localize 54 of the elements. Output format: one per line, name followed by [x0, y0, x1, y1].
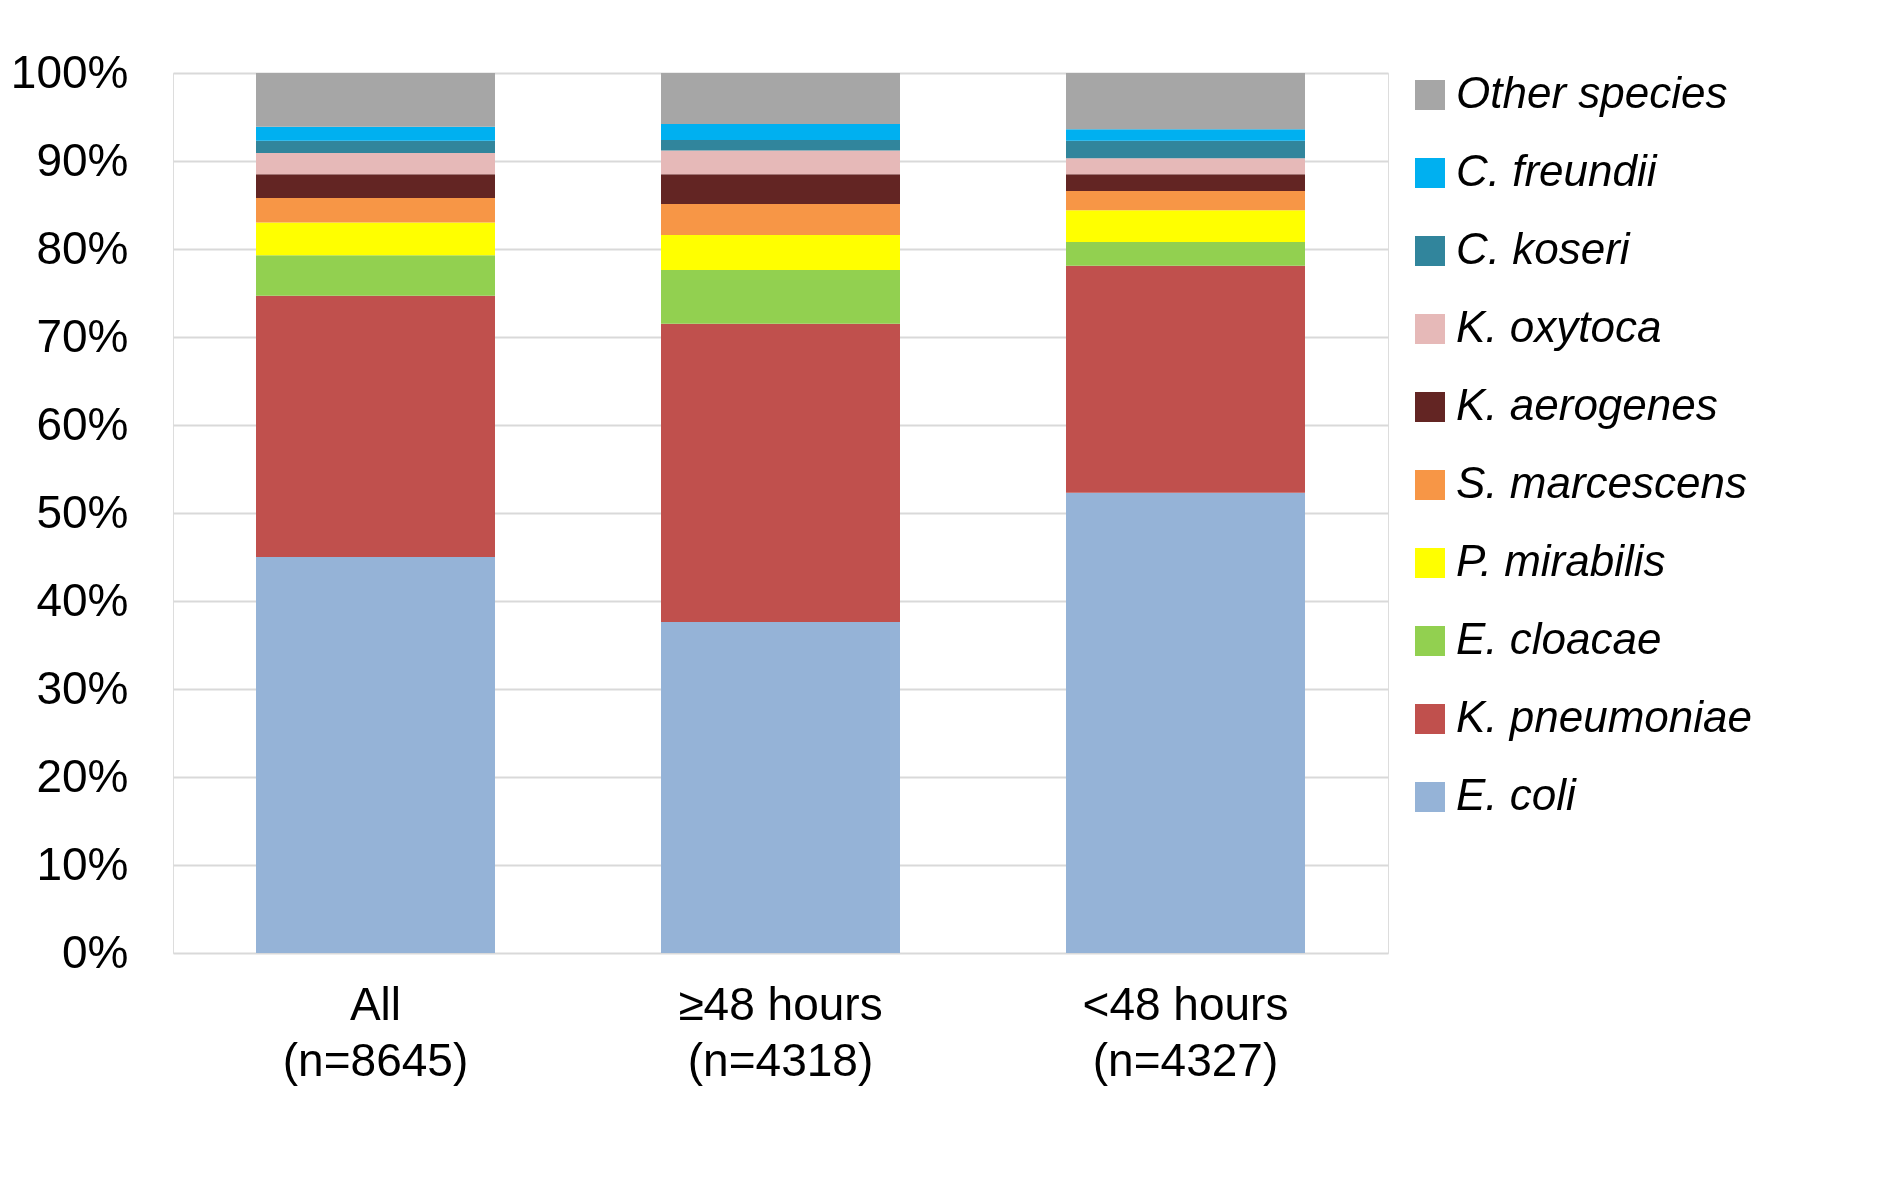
x-tick-label: ≥48 hours (n=4318) — [678, 977, 883, 1086]
bar — [256, 140, 495, 154]
y-tick-label: 40% — [36, 573, 129, 626]
bar — [1066, 492, 1305, 953]
y-tick-label: 30% — [36, 661, 129, 714]
bar — [256, 197, 495, 223]
bar — [661, 323, 900, 623]
y-tick-label: 70% — [36, 309, 129, 362]
legend-label: K. pneumoniae — [1456, 692, 1752, 741]
bar — [256, 557, 495, 953]
bar — [1066, 241, 1305, 266]
y-tick-label: 100% — [10, 45, 129, 98]
y-tick-label: 20% — [36, 749, 129, 802]
bar — [661, 124, 900, 140]
bar — [1066, 129, 1305, 141]
bar — [1066, 73, 1305, 130]
y-tick-label: 90% — [36, 133, 129, 186]
bar — [661, 139, 900, 151]
bar — [661, 73, 900, 125]
x-tick-label: <48 hours (n=4327) — [1082, 977, 1289, 1086]
bar — [661, 622, 900, 953]
bar — [661, 204, 900, 235]
legend-label: S. marcescens — [1456, 458, 1747, 507]
y-tick-label: 10% — [36, 837, 129, 890]
bar — [661, 270, 900, 324]
legend-label: C. freundii — [1456, 146, 1658, 195]
bar — [256, 73, 495, 127]
x-tick-label: All (n=8645) — [282, 977, 469, 1086]
legend-label: K. aerogenes — [1456, 380, 1718, 429]
bar — [1066, 174, 1305, 191]
bar — [1066, 158, 1305, 175]
legend-label: K. oxytoca — [1456, 302, 1662, 351]
y-tick-label: 60% — [36, 397, 129, 450]
bar — [256, 295, 495, 557]
bar — [256, 126, 495, 141]
bar — [661, 234, 900, 271]
bar — [1066, 210, 1305, 242]
bar — [661, 150, 900, 175]
bar — [1066, 140, 1305, 159]
y-tick-label: 80% — [36, 221, 129, 274]
legend-label: P. mirabilis — [1456, 536, 1666, 585]
legend-label: E. coli — [1456, 770, 1578, 819]
y-tick-label: 50% — [36, 485, 129, 538]
bar — [1066, 265, 1305, 493]
bar — [256, 174, 495, 198]
bar — [661, 174, 900, 205]
bar — [1066, 190, 1305, 211]
legend-label: Other species — [1456, 68, 1728, 117]
legend-label: E. cloacae — [1456, 614, 1662, 663]
bar — [256, 255, 495, 296]
bar — [256, 222, 495, 256]
bar — [256, 153, 495, 175]
y-tick-label: 0% — [62, 925, 129, 978]
legend-label: C. koseri — [1456, 224, 1631, 273]
